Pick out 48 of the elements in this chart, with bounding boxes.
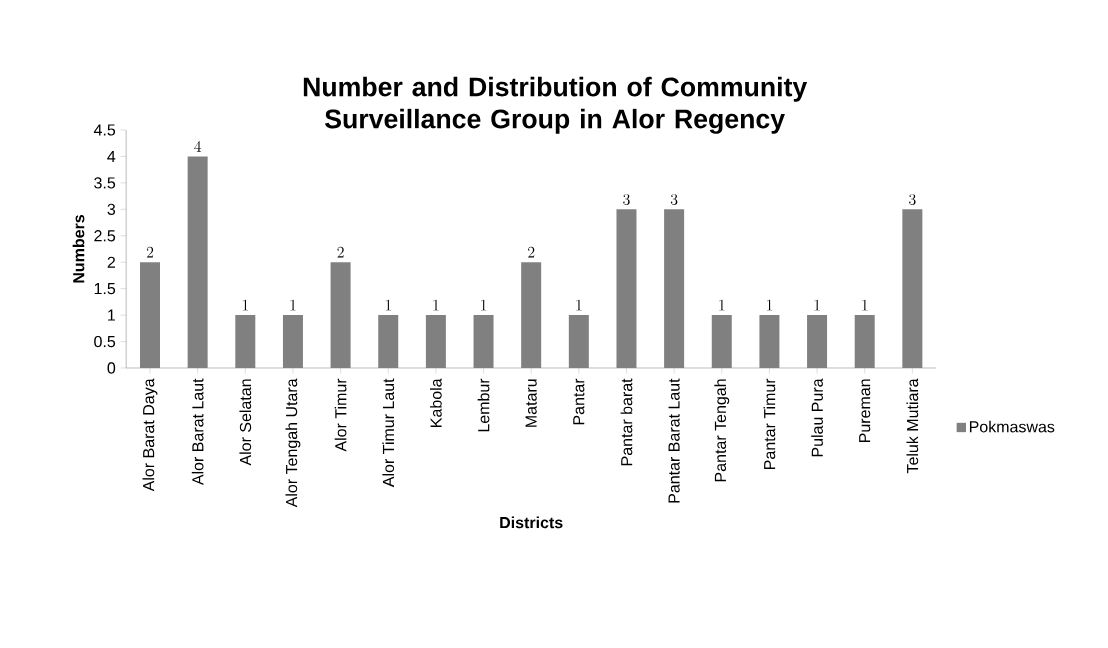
y-axis-title: Numbers	[72, 214, 85, 283]
data-label: 1	[433, 299, 439, 311]
x-tick-label: Alor Barat Daya	[142, 378, 158, 492]
x-tick-label: Pureman	[859, 379, 871, 442]
y-tick-label: 0.5	[94, 335, 116, 348]
data-label: 1	[766, 299, 773, 311]
y-tick-label: 1.5	[94, 283, 116, 295]
x-tick-label: Pantar Barat Laut	[668, 378, 680, 503]
y-tick-label: 2.5	[94, 230, 116, 242]
x-tick-label: Pantar barat	[620, 378, 633, 466]
x-tick-label: Pantar Timur	[763, 378, 776, 469]
data-label: 4	[194, 140, 202, 152]
x-tick-label: Kabola	[430, 378, 442, 427]
y-tick-label: 4	[107, 150, 116, 162]
y-tick-label: 2	[107, 256, 115, 268]
x-tick-label: Pulau Pura	[811, 378, 823, 457]
x-tick-label: Alor Barat Laut	[191, 378, 204, 486]
y-tick-label: 4.5	[93, 124, 116, 136]
y-tick-label: 1	[108, 309, 115, 321]
data-label: 1	[719, 299, 725, 311]
x-tick-label: Alor Selatan	[239, 379, 252, 466]
data-label: 1	[862, 299, 868, 311]
x-axis-title: Districts	[500, 516, 563, 529]
data-label: 1	[385, 299, 391, 311]
data-label: 1	[242, 299, 248, 311]
y-tick-label: 3.5	[94, 177, 116, 189]
data-label: 3	[909, 193, 916, 205]
chart-title: Number and Distribution of Community Surveillance Group in Alor Regency	[303, 76, 808, 134]
data-label: 1	[290, 299, 296, 311]
data-label: 1	[481, 299, 487, 311]
data-label: 3	[670, 193, 678, 205]
data-label: 2	[337, 246, 344, 258]
data-label: 1	[814, 299, 820, 311]
data-label: 2	[528, 246, 535, 258]
legend-label: Pokmaswas	[969, 420, 1055, 433]
x-tick-label: Alor Timur Laut	[382, 378, 395, 488]
x-tick-label: Pantar Tengah	[714, 379, 730, 482]
data-label: 2	[146, 246, 154, 258]
data-label: 1	[576, 299, 582, 311]
y-tick-label: 0	[107, 362, 116, 374]
x-tick-label: Pantar	[573, 378, 585, 425]
x-tick-label: Mataru	[525, 379, 537, 427]
x-tick-label: Teluk Mutiara	[906, 378, 919, 474]
y-tick-label: 3	[107, 203, 116, 215]
x-tick-label: Lembur	[477, 378, 490, 432]
x-tick-label: Alor Timur	[334, 378, 347, 452]
data-label: 3	[623, 193, 630, 205]
x-tick-label: Alor Tengah Utara	[285, 378, 301, 508]
